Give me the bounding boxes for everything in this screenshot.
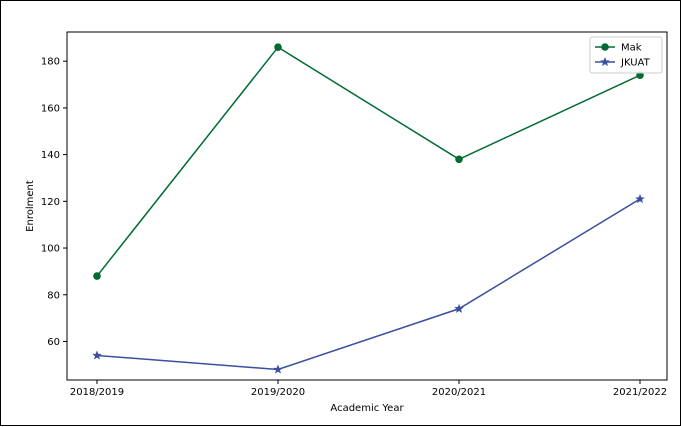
y-axis: 60 80 100 120 140 160 180	[41, 57, 67, 348]
legend-label-jkuat: JKUAT	[620, 58, 651, 69]
y-tick-label: 140	[41, 150, 60, 161]
legend: Mak JKUAT	[589, 36, 663, 74]
y-tick-label: 100	[41, 244, 60, 255]
plot-area	[66, 31, 668, 381]
x-tick-label: 2021/2022	[613, 387, 667, 398]
x-tick-label: 2018/2019	[70, 387, 124, 398]
y-tick-label: 80	[47, 290, 60, 301]
data-point-mak	[455, 155, 463, 164]
x-tick-label: 2020/2021	[432, 387, 486, 398]
axes-box	[66, 31, 668, 381]
series-line-mak	[96, 46, 641, 277]
x-axis: 2018/2019 2019/2020 2020/2021 2021/2022	[70, 380, 667, 398]
series-layer	[92, 43, 645, 374]
y-tick-label: 160	[41, 103, 60, 114]
data-point-jkuat	[273, 364, 283, 374]
data-point-jkuat	[454, 303, 464, 313]
legend-marker-mak	[601, 43, 609, 51]
y-tick-label: 120	[41, 197, 60, 208]
data-point-mak	[274, 43, 282, 51]
x-tick-label: 2019/2020	[251, 387, 305, 398]
legend-label-mak: Mak	[621, 43, 642, 54]
legend-marker-jkuat	[600, 56, 610, 67]
y-tick-label: 60	[47, 337, 60, 348]
y-axis-label: Enrolment	[25, 180, 36, 232]
data-point-jkuat	[92, 350, 102, 360]
data-point-jkuat	[635, 193, 645, 204]
series-line-jkuat	[96, 198, 641, 371]
y-tick-label: 180	[41, 57, 60, 68]
x-axis-label: Academic Year	[330, 403, 404, 414]
data-point-mak	[93, 272, 101, 280]
